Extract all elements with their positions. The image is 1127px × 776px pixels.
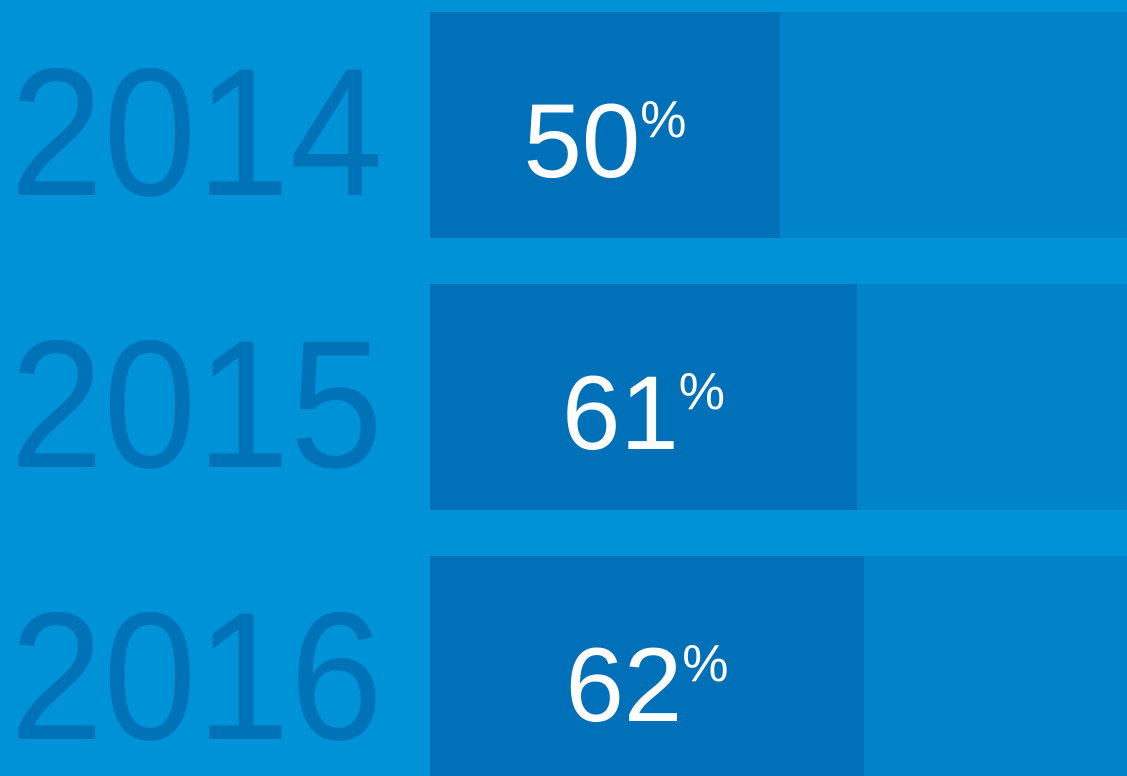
value-label: 61% <box>562 355 725 472</box>
bar <box>430 12 780 238</box>
value-label: 62% <box>565 627 728 744</box>
bar <box>430 556 864 776</box>
category-label: 2015 <box>10 302 383 506</box>
category-label: 2014 <box>10 30 383 234</box>
bar <box>430 284 857 510</box>
category-label: 2016 <box>10 574 383 776</box>
value-label: 50% <box>523 83 686 200</box>
